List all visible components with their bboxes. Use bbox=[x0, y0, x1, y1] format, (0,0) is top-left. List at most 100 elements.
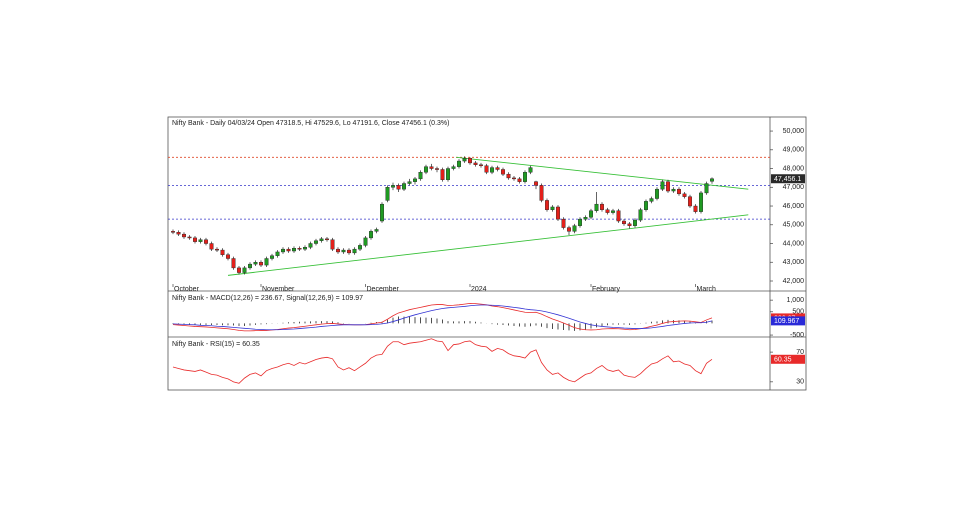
candle-body bbox=[429, 166, 434, 169]
candle-body bbox=[374, 229, 379, 232]
candle-body bbox=[325, 238, 330, 241]
candle-body bbox=[363, 237, 368, 246]
y-tick-label: 45,000 bbox=[783, 222, 805, 229]
candle-body bbox=[236, 267, 241, 273]
y-tick-label: 70 bbox=[796, 349, 804, 356]
candle-body bbox=[347, 249, 352, 254]
candle-body bbox=[616, 210, 621, 222]
candle-body bbox=[462, 158, 467, 162]
candle-body bbox=[247, 263, 252, 269]
candle-body bbox=[638, 209, 643, 221]
candle-body bbox=[633, 219, 638, 226]
candle-body bbox=[435, 168, 440, 170]
x-tick-label: February bbox=[592, 286, 621, 293]
candle-body bbox=[495, 167, 500, 170]
candle-body bbox=[704, 183, 709, 194]
candle-body bbox=[655, 188, 660, 199]
candle-body bbox=[622, 220, 627, 225]
candle-body bbox=[341, 249, 346, 253]
candle-body bbox=[176, 232, 181, 235]
candle-body bbox=[490, 167, 495, 173]
candle-body bbox=[660, 181, 665, 190]
candle-body bbox=[402, 183, 407, 190]
candle-body bbox=[545, 200, 550, 210]
candle-body bbox=[561, 218, 566, 228]
candle-body bbox=[253, 262, 258, 265]
candle-body bbox=[380, 203, 385, 222]
y-tick-label: 43,000 bbox=[783, 259, 805, 266]
candle-body bbox=[534, 181, 539, 186]
x-tick-label: November bbox=[262, 286, 295, 293]
candle-body bbox=[297, 248, 302, 250]
candle-body bbox=[457, 160, 462, 167]
candle-body bbox=[286, 248, 291, 252]
candle-body bbox=[528, 167, 533, 173]
candle-body bbox=[418, 172, 423, 180]
candle-body bbox=[369, 231, 374, 239]
series-line bbox=[172, 338, 713, 384]
value-box bbox=[771, 316, 805, 326]
candle-body bbox=[666, 181, 671, 192]
candle-body bbox=[314, 240, 319, 244]
x-tick-label: December bbox=[367, 286, 400, 293]
candle-body bbox=[198, 239, 203, 242]
candle-body bbox=[308, 243, 313, 248]
candle-body bbox=[336, 248, 341, 253]
candle-body bbox=[699, 192, 704, 212]
y-tick-label: -500 bbox=[790, 332, 804, 339]
candle-body bbox=[275, 251, 280, 256]
candle-body bbox=[671, 188, 676, 192]
candle-body bbox=[181, 233, 186, 238]
y-tick-label: 44,000 bbox=[783, 240, 805, 247]
candle-body bbox=[611, 210, 616, 213]
candle-body bbox=[220, 249, 225, 255]
candle-body bbox=[572, 225, 577, 232]
y-tick-label: 46,000 bbox=[783, 203, 805, 210]
trendline bbox=[227, 214, 749, 276]
trendline bbox=[456, 156, 749, 190]
candle-body bbox=[677, 188, 682, 195]
candle-body bbox=[583, 217, 588, 220]
candle-body bbox=[550, 206, 555, 210]
candle-body bbox=[644, 201, 649, 210]
candle-body bbox=[424, 166, 429, 173]
candle-body bbox=[407, 181, 412, 184]
candle-body bbox=[649, 198, 654, 202]
candle-body bbox=[352, 248, 357, 254]
candle-body bbox=[319, 238, 324, 241]
value-box bbox=[771, 354, 805, 364]
value-box bbox=[771, 174, 805, 184]
y-tick-label: 50,000 bbox=[783, 128, 805, 135]
series-line bbox=[172, 304, 713, 331]
value-box-label: 47,456.1 bbox=[774, 176, 801, 183]
candle-body bbox=[358, 245, 363, 250]
candle-body bbox=[473, 162, 478, 165]
y-tick-label: 42,000 bbox=[783, 278, 805, 285]
candle-body bbox=[446, 168, 451, 180]
candle-body bbox=[440, 169, 445, 180]
candle-body bbox=[187, 236, 192, 239]
candle-body bbox=[627, 223, 632, 226]
panel-title: Nifty Bank - MACD(12,26) = 236.67, Signa… bbox=[172, 295, 363, 302]
y-tick-label: 1,000 bbox=[786, 297, 804, 304]
candle-body bbox=[600, 203, 605, 210]
candle-body bbox=[264, 258, 269, 266]
candle-body bbox=[605, 209, 610, 213]
candle-body bbox=[270, 255, 275, 259]
y-tick-label: 47,000 bbox=[783, 184, 805, 191]
y-tick-label: 49,000 bbox=[783, 147, 805, 154]
candle-body bbox=[512, 177, 517, 180]
candle-body bbox=[259, 262, 264, 266]
candle-body bbox=[484, 165, 489, 173]
x-tick-label: October bbox=[174, 286, 200, 293]
candle-body bbox=[303, 247, 308, 250]
candle-body bbox=[479, 164, 484, 166]
y-tick-label: 48,000 bbox=[783, 165, 805, 172]
candle-body bbox=[242, 267, 247, 273]
candle-body bbox=[710, 178, 715, 182]
candle-body bbox=[225, 254, 230, 259]
candle-body bbox=[523, 172, 528, 182]
candle-body bbox=[413, 178, 418, 182]
